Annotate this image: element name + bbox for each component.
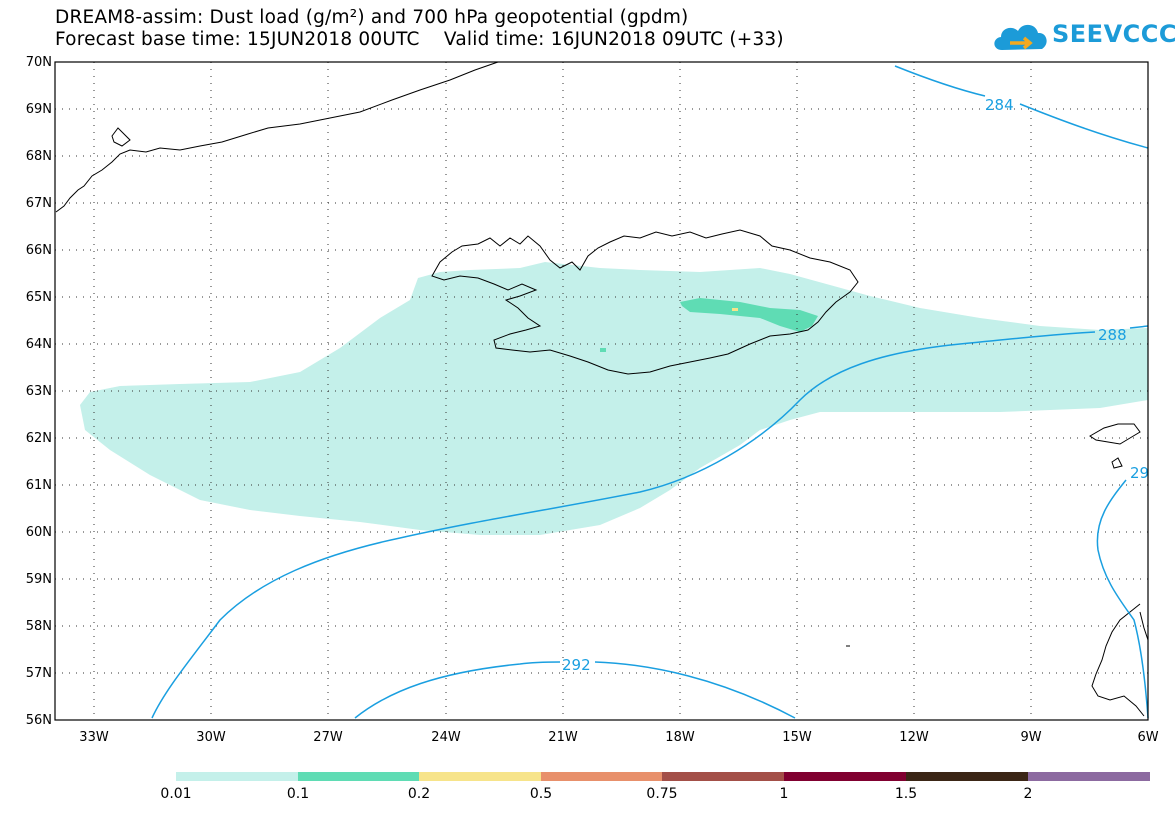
lon-label: 9W: [1020, 730, 1042, 745]
colorbar-label: 1.5: [894, 786, 918, 802]
colorbar: [176, 772, 1150, 781]
colorbar-swatch: [541, 772, 662, 781]
colorbar-label: 0.75: [646, 786, 678, 802]
lat-label: 58N: [25, 619, 52, 634]
lat-label: 65N: [25, 290, 52, 305]
lon-label: 15W: [782, 730, 812, 745]
chart-title: DREAM8-assim: Dust load (g/m²) and 700 h…: [55, 7, 689, 28]
chart-subtitle: Forecast base time: 15JUN2018 00UTC Vali…: [55, 29, 784, 50]
contour-label-292: 292: [562, 656, 591, 674]
lon-label: 33W: [79, 730, 109, 745]
iceland-coast: [431, 229, 859, 375]
colorbar-swatch: [906, 772, 1028, 781]
lat-label: 59N: [25, 572, 52, 587]
colorbar-swatch: [784, 772, 906, 781]
geopotential-contours: [151, 65, 1149, 719]
lat-label: 69N: [25, 102, 52, 117]
colorbar-swatch: [176, 772, 298, 781]
lon-label: 6W: [1137, 730, 1159, 745]
colorbar-swatch: [662, 772, 784, 781]
lat-label: 64N: [25, 337, 52, 352]
lat-label: 68N: [25, 149, 52, 164]
lat-label: 61N: [25, 478, 52, 493]
contour-284: [894, 65, 1149, 149]
lon-label: 27W: [313, 730, 343, 745]
contour-292: [354, 661, 796, 719]
colorbar-swatch: [1028, 772, 1150, 781]
colorbar-label: 2: [1023, 786, 1033, 802]
grid-lines: [55, 62, 1148, 720]
contour-label-288: 288: [1098, 326, 1127, 344]
lat-label: 62N: [25, 431, 52, 446]
coastlines: [55, 61, 1149, 717]
contour-labels: 284 288 292 29: [562, 96, 1149, 674]
colorbar-label: 1: [779, 786, 789, 802]
lon-label: 21W: [548, 730, 578, 745]
lat-label: 70N: [25, 55, 52, 70]
lon-label: 30W: [196, 730, 226, 745]
lon-label: 24W: [431, 730, 461, 745]
lat-label: 67N: [25, 196, 52, 211]
lat-label: 63N: [25, 384, 52, 399]
dust-region-low: [80, 262, 1148, 535]
colorbar-label: 0.01: [160, 786, 192, 802]
lat-label: 56N: [25, 713, 52, 728]
contour-label-284: 284: [985, 96, 1014, 114]
contour-29x: [1096, 479, 1149, 719]
lon-label: 18W: [665, 730, 695, 745]
lat-label: 57N: [25, 666, 52, 681]
logo-text: SEEVCCC: [1052, 20, 1175, 48]
lat-label: 66N: [25, 243, 52, 258]
colorbar-swatch: [298, 772, 419, 781]
contour-288: [151, 325, 1149, 719]
map-frame: [54, 61, 1149, 721]
colorbar-label: 0.1: [286, 786, 310, 802]
colorbar-label: 0.5: [529, 786, 553, 802]
colorbar-label: 0.2: [407, 786, 431, 802]
lat-label: 60N: [25, 525, 52, 540]
colorbar-swatch: [419, 772, 541, 781]
cloud-logo-icon: [994, 24, 1047, 50]
dust-region-mid: [680, 298, 818, 332]
lon-label: 12W: [899, 730, 929, 745]
contour-label-29: 29: [1130, 464, 1149, 482]
